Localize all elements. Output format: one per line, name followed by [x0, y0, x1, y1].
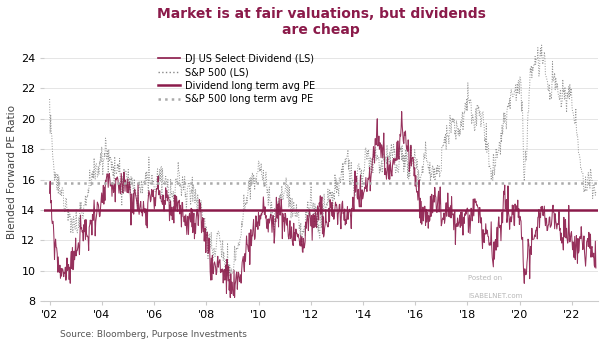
Legend: DJ US Select Dividend (LS), S&P 500 (LS), Dividend long term avg PE, S&P 500 lon: DJ US Select Dividend (LS), S&P 500 (LS)…	[154, 50, 319, 108]
Y-axis label: Blended Forward PE Ratio: Blended Forward PE Ratio	[7, 105, 17, 239]
Text: Source: Bloomberg, Purpose Investments: Source: Bloomberg, Purpose Investments	[60, 330, 247, 339]
Title: Market is at fair valuations, but dividends
are cheap: Market is at fair valuations, but divide…	[157, 7, 486, 37]
Text: ISABELNET.com: ISABELNET.com	[468, 293, 522, 299]
Text: Posted on: Posted on	[468, 275, 502, 281]
